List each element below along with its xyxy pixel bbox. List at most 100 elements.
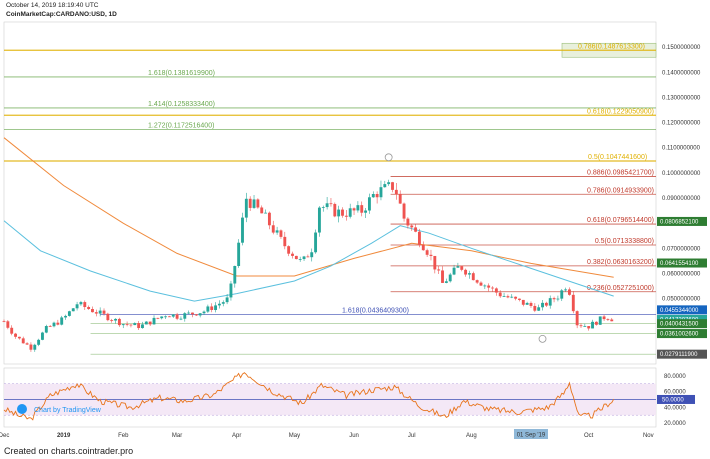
candle-body	[114, 318, 117, 321]
y-tick-label: 0.1400000000	[662, 70, 701, 76]
candle-body	[402, 203, 406, 219]
fib-label: 0.5(0.0713338800)	[595, 238, 654, 245]
candle-body	[344, 215, 348, 217]
candle-body	[521, 299, 525, 305]
price-tag-label: 0.0806852100	[660, 219, 699, 225]
candle-body	[610, 319, 614, 322]
candle-body	[429, 254, 433, 256]
candle-body	[64, 315, 67, 318]
candle-body	[260, 207, 264, 214]
candle-body	[471, 273, 475, 281]
candle-body	[433, 255, 437, 270]
chart-header: October 14, 2019 18:19:40 UTC CoinMarket…	[6, 2, 117, 19]
candle-body	[29, 344, 33, 350]
y-tick-label: 0.0900000000	[662, 196, 701, 202]
candle-body	[544, 302, 548, 306]
candle-body	[210, 306, 214, 310]
candle-body	[302, 256, 306, 260]
candle-body	[591, 321, 594, 329]
candle-body	[17, 336, 21, 339]
candle-body	[202, 311, 206, 314]
candle-body	[571, 294, 575, 312]
fib-label: 0.786(0.0914933900)	[587, 187, 654, 194]
x-tick-label: Mar	[172, 433, 182, 439]
candle-body	[291, 253, 294, 256]
candle-body	[529, 302, 533, 306]
candle-body	[6, 321, 10, 328]
candle-body	[129, 324, 133, 326]
rsi-tick-label: 20.0000	[664, 421, 686, 427]
candle-body	[467, 273, 471, 275]
x-tick-label: Jul	[408, 433, 416, 439]
candle-body	[564, 289, 568, 291]
moving-average-line	[3, 220, 614, 302]
candle-body	[2, 321, 6, 323]
candle-body	[75, 304, 79, 309]
candle-body	[568, 289, 571, 295]
candle-body	[179, 318, 183, 320]
candle-body	[606, 319, 610, 320]
candle-body	[248, 198, 252, 208]
candle-body	[494, 288, 498, 293]
candle-body	[594, 321, 598, 325]
candle-body	[498, 292, 502, 297]
candle-body	[483, 285, 487, 287]
fib-label: 0.236(0.0527251000)	[587, 285, 654, 292]
candle-body	[598, 316, 602, 325]
candle-body	[533, 305, 537, 311]
candle-body	[217, 303, 221, 306]
candle-body	[491, 287, 494, 289]
candle-body	[44, 326, 48, 333]
price-tag-label: 0.0455344000	[660, 308, 699, 314]
candle-body	[110, 320, 114, 321]
candle-body	[79, 302, 83, 305]
candle-body	[317, 207, 321, 233]
candle-body	[279, 230, 283, 237]
candle-body	[83, 302, 87, 308]
candle-body	[41, 332, 44, 340]
fib-label: 0.886(0.0985421700)	[587, 170, 654, 177]
candle-body	[452, 267, 456, 275]
candle-body	[394, 189, 398, 195]
candle-body	[298, 259, 302, 260]
candle-body	[341, 209, 344, 216]
candle-body	[171, 314, 175, 317]
price-tag	[657, 349, 707, 359]
fib-label: 1.272(0.1172516400)	[148, 123, 214, 130]
candle-body	[206, 306, 210, 312]
candle-body	[448, 274, 452, 282]
fib-label: 0.5(0.1047441600)	[588, 154, 647, 161]
candle-body	[506, 296, 510, 298]
candle-body	[221, 302, 225, 304]
candle-body	[87, 307, 91, 310]
y-tick-label: 0.1000000000	[662, 171, 701, 177]
fib-label: 1.414(0.1258333400)	[148, 101, 215, 108]
price-tag	[657, 329, 707, 339]
candle-body	[287, 246, 291, 254]
rsi-tick-label: 60.0000	[664, 390, 686, 396]
candle-body	[91, 309, 94, 313]
price-tag	[657, 319, 707, 329]
candle-body	[560, 290, 564, 299]
candle-body	[141, 324, 144, 329]
candle-body	[164, 316, 167, 318]
candle-body	[456, 266, 460, 268]
candle-body	[225, 297, 229, 303]
price-tag-label: 0.0361002600	[660, 332, 699, 338]
candle-body	[552, 298, 556, 300]
candle-body	[417, 231, 421, 245]
candle-body	[410, 225, 414, 228]
candle-body	[329, 203, 333, 205]
x-tick-label: Jun	[349, 433, 359, 439]
candle-body	[356, 205, 360, 211]
candle-body	[421, 244, 425, 251]
candle-body	[106, 313, 110, 321]
x-tick-label: Dec	[0, 433, 9, 439]
x-tick-label: Aug	[466, 433, 477, 439]
candle-body	[379, 187, 383, 198]
watermark-text: Chart by TradingView	[34, 407, 102, 414]
candle-body	[252, 199, 256, 208]
candle-body	[244, 198, 248, 218]
candle-body	[548, 298, 552, 306]
candle-body	[25, 343, 29, 345]
